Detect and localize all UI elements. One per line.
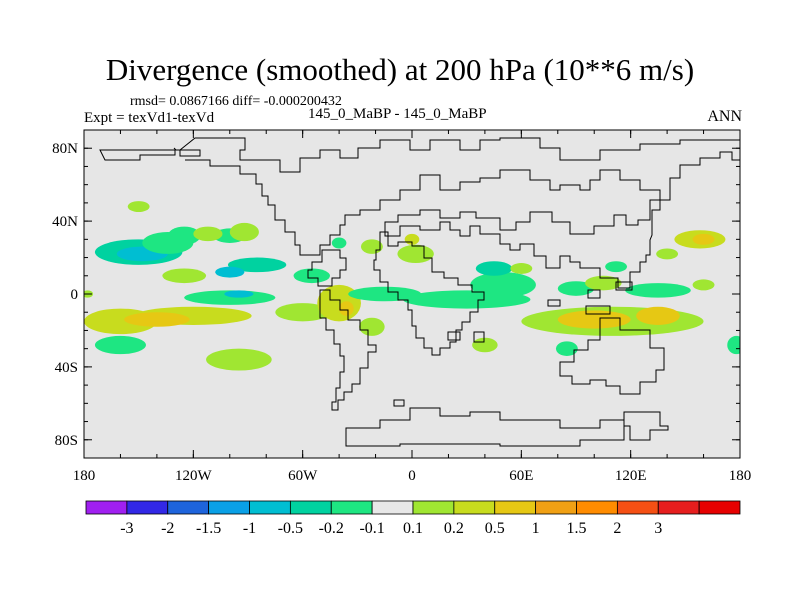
field-blob-16 <box>224 290 254 298</box>
x-tick-label-5: 120E <box>615 468 647 484</box>
colorbar-box-5 <box>289 500 332 515</box>
colorbar-label-1: -2 <box>161 520 174 537</box>
colorbar-label-0: -3 <box>120 520 133 537</box>
x-tick-label-6: 180 <box>729 468 752 484</box>
colorbar-box-10 <box>494 500 537 515</box>
colorbar-box-4 <box>249 500 291 515</box>
field-blob-42 <box>656 248 679 260</box>
field-blob-9 <box>215 266 245 278</box>
field-blob-37 <box>557 281 595 296</box>
colorbar-label-13: 3 <box>654 520 662 537</box>
field-blob-18 <box>94 335 146 355</box>
colorbar-label-10: 1 <box>532 520 540 537</box>
y-tick-label-2: 0 <box>71 287 79 303</box>
colorbar-label-12: 2 <box>613 520 621 537</box>
colorbar-label-5: -0.2 <box>319 520 344 537</box>
case-label: 145_0_MaBP - 145_0_MaBP <box>308 106 487 122</box>
field-blob-8 <box>227 257 287 273</box>
colorbar-box-7 <box>371 500 414 515</box>
field-blob-7 <box>142 232 194 254</box>
field-blob-5 <box>229 222 259 242</box>
field-blob-32 <box>472 337 498 353</box>
y-tick-label-4: 80S <box>55 433 78 449</box>
colorbar-label-6: -0.1 <box>359 520 384 537</box>
field-blob-43 <box>605 261 628 273</box>
colorbar-label-8: 0.2 <box>444 520 464 537</box>
y-tick-label-3: 40S <box>55 360 78 376</box>
colorbar-label-3: -1 <box>243 520 256 537</box>
colorbar-box-13 <box>616 500 659 515</box>
field-blob-35 <box>557 310 631 329</box>
stats-line: rmsd= 0.0867166 diff= -0.000200432 <box>130 94 342 109</box>
field-blob-31 <box>510 263 533 274</box>
colorbar: -3 -2 -1.5 -1 -0.5 -0.2 -0.1 0.1 0.2 0.5 1 1.5 2 3 <box>85 500 741 537</box>
colorbar-label-2: -1.5 <box>196 520 221 537</box>
field-blob-10 <box>162 268 207 284</box>
field-blob-39 <box>625 283 691 298</box>
field-blob-14 <box>124 312 190 327</box>
x-tick-label-1: 120W <box>175 468 213 484</box>
x-tick-label-4: 60E <box>509 468 533 484</box>
field-blob-6 <box>193 226 223 242</box>
field-blob-41 <box>692 233 715 245</box>
y-tick-label-1: 40N <box>52 214 78 230</box>
colorbar-box-11 <box>535 500 577 515</box>
x-tick-label-0: 180 <box>73 468 96 484</box>
field-blob-17 <box>275 303 330 322</box>
experiment-label: Expt = texVd1-texVd <box>84 110 215 126</box>
colorbar-box-0 <box>85 500 128 515</box>
field-blob-22 <box>359 317 385 336</box>
field-blob-38 <box>585 275 622 291</box>
colorbar-box-14 <box>657 500 700 515</box>
colorbar-box-1 <box>126 500 169 515</box>
field-blob-11 <box>293 268 330 284</box>
field-blob-26 <box>331 237 347 249</box>
field-blob-33 <box>555 341 578 356</box>
field-blob-24 <box>397 244 434 264</box>
chart-title: Divergence (smoothed) at 200 hPa (10**6 … <box>105 52 695 87</box>
season-label: ANN <box>707 108 742 125</box>
colorbar-box-15 <box>698 500 741 515</box>
field-blob-29 <box>475 261 513 276</box>
y-tick-label-0: 80N <box>52 141 78 157</box>
field-blob-4 <box>127 201 150 213</box>
colorbar-box-6 <box>330 500 373 515</box>
colorbar-box-9 <box>453 500 496 515</box>
coastline <box>99 137 740 447</box>
colorbar-box-8 <box>412 500 455 515</box>
field-blob-36 <box>636 306 680 325</box>
x-tick-label-2: 60W <box>288 468 318 484</box>
field-blob-27 <box>348 286 422 302</box>
colorbar-box-12 <box>576 500 618 515</box>
colorbar-box-2 <box>167 500 210 515</box>
field-blob-45 <box>727 335 740 355</box>
field-blob-30 <box>402 290 531 309</box>
colorbar-label-7: 0.1 <box>403 520 423 537</box>
x-tick-label-3: 0 <box>408 468 416 484</box>
colorbar-label-9: 0.5 <box>485 520 505 537</box>
colorbar-box-3 <box>208 500 250 515</box>
colorbar-label-11: 1.5 <box>567 520 587 537</box>
field-blob-19 <box>206 348 272 371</box>
field-blob-21 <box>339 301 354 316</box>
colorbar-label-4: -0.5 <box>278 520 303 537</box>
field-blob-44 <box>692 279 715 291</box>
